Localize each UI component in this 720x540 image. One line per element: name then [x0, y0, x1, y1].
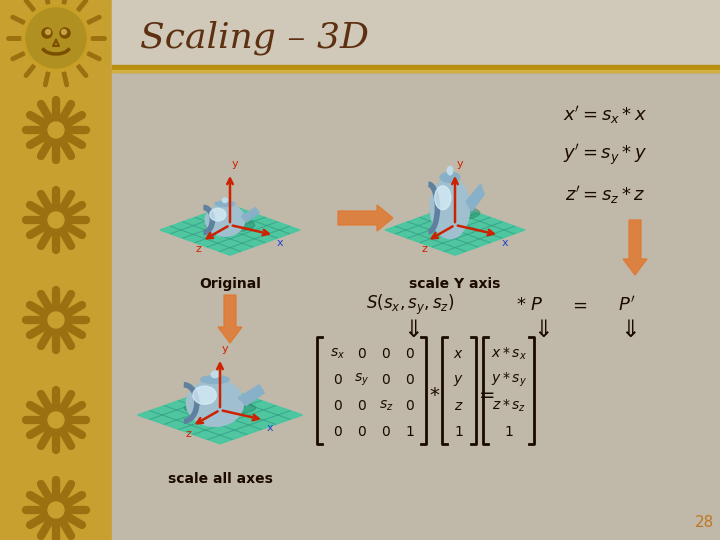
- Text: $s_z$: $s_z$: [379, 399, 393, 413]
- Text: $y$: $y$: [454, 373, 464, 388]
- Text: scale Y axis: scale Y axis: [409, 277, 500, 291]
- Circle shape: [48, 502, 64, 518]
- Text: $s_x$: $s_x$: [330, 347, 346, 361]
- Bar: [112, 65, 720, 72]
- Text: $0$: $0$: [381, 373, 391, 387]
- Text: $0$: $0$: [357, 425, 367, 439]
- Polygon shape: [160, 205, 300, 255]
- Ellipse shape: [201, 376, 229, 383]
- Text: $\Downarrow$: $\Downarrow$: [400, 318, 420, 342]
- Text: $s_y$: $s_y$: [354, 372, 369, 388]
- Text: $*\ P$: $*\ P$: [516, 296, 544, 314]
- Ellipse shape: [435, 186, 451, 210]
- Ellipse shape: [431, 206, 480, 220]
- Circle shape: [42, 28, 52, 38]
- Polygon shape: [138, 386, 302, 444]
- Ellipse shape: [210, 208, 226, 221]
- Text: $1$: $1$: [405, 425, 415, 439]
- Circle shape: [60, 28, 70, 38]
- Text: y: y: [222, 344, 229, 354]
- Text: $z*s_z$: $z*s_z$: [492, 398, 526, 414]
- Ellipse shape: [431, 178, 470, 239]
- Ellipse shape: [440, 172, 460, 183]
- Ellipse shape: [186, 380, 243, 427]
- Text: $1$: $1$: [454, 425, 464, 439]
- Text: z: z: [421, 244, 427, 254]
- Text: $0$: $0$: [405, 347, 415, 361]
- Ellipse shape: [205, 218, 255, 232]
- Text: $y*s_y$: $y*s_y$: [491, 371, 527, 389]
- Polygon shape: [467, 184, 484, 211]
- Text: x: x: [267, 423, 274, 433]
- Text: $z' = s_z * z$: $z' = s_z * z$: [564, 184, 645, 206]
- Bar: [112, 0, 720, 540]
- Ellipse shape: [211, 371, 219, 377]
- Ellipse shape: [447, 166, 453, 175]
- Bar: [0, 0, 112, 540]
- Text: $0$: $0$: [333, 399, 343, 413]
- Text: $0$: $0$: [357, 399, 367, 413]
- FancyArrow shape: [218, 295, 242, 343]
- Text: z: z: [196, 244, 202, 254]
- Circle shape: [48, 122, 64, 138]
- Circle shape: [22, 4, 90, 72]
- Ellipse shape: [184, 401, 256, 415]
- Text: $\Downarrow$: $\Downarrow$: [616, 318, 638, 342]
- Text: y: y: [232, 159, 238, 169]
- Text: $*$: $*$: [429, 383, 441, 402]
- Text: $0$: $0$: [333, 425, 343, 439]
- Bar: [112, 70, 720, 72]
- Ellipse shape: [215, 201, 235, 206]
- Text: $1$: $1$: [504, 425, 513, 439]
- Text: $0$: $0$: [357, 347, 367, 361]
- Polygon shape: [238, 385, 264, 406]
- Text: $=$: $=$: [474, 383, 495, 402]
- Bar: [112, 0, 720, 68]
- Circle shape: [48, 312, 64, 328]
- Text: $z$: $z$: [454, 399, 464, 413]
- Text: scale all axes: scale all axes: [168, 472, 272, 486]
- Text: $0$: $0$: [405, 373, 415, 387]
- Circle shape: [61, 30, 66, 35]
- Ellipse shape: [205, 204, 245, 236]
- Text: x: x: [277, 238, 284, 248]
- Ellipse shape: [222, 198, 228, 202]
- Text: 28: 28: [695, 515, 714, 530]
- Circle shape: [45, 30, 50, 35]
- Text: $0$: $0$: [381, 347, 391, 361]
- Text: $x*s_x$: $x*s_x$: [491, 346, 527, 362]
- Polygon shape: [241, 207, 259, 222]
- FancyArrow shape: [623, 220, 647, 275]
- Text: Scaling – 3D: Scaling – 3D: [140, 21, 369, 55]
- Text: $0$: $0$: [333, 373, 343, 387]
- Text: z: z: [186, 429, 192, 439]
- Text: $0$: $0$: [405, 399, 415, 413]
- Text: $x$: $x$: [454, 347, 464, 361]
- Text: $0$: $0$: [381, 425, 391, 439]
- Text: $\Downarrow$: $\Downarrow$: [529, 318, 551, 342]
- Polygon shape: [385, 205, 525, 255]
- Text: Original: Original: [199, 277, 261, 291]
- Text: $y' = s_y * y$: $y' = s_y * y$: [563, 143, 647, 167]
- FancyArrow shape: [338, 205, 393, 231]
- Circle shape: [26, 8, 86, 68]
- Circle shape: [48, 212, 64, 228]
- Ellipse shape: [193, 386, 216, 404]
- Text: $=$: $=$: [569, 296, 588, 314]
- Text: $P'$: $P'$: [618, 295, 636, 314]
- Text: $x' = s_x * x$: $x' = s_x * x$: [563, 104, 647, 126]
- Text: $S(s_x,s_y,s_z)$: $S(s_x,s_y,s_z)$: [366, 293, 454, 317]
- Text: y: y: [457, 159, 464, 169]
- Circle shape: [48, 412, 64, 428]
- Text: x: x: [502, 238, 508, 248]
